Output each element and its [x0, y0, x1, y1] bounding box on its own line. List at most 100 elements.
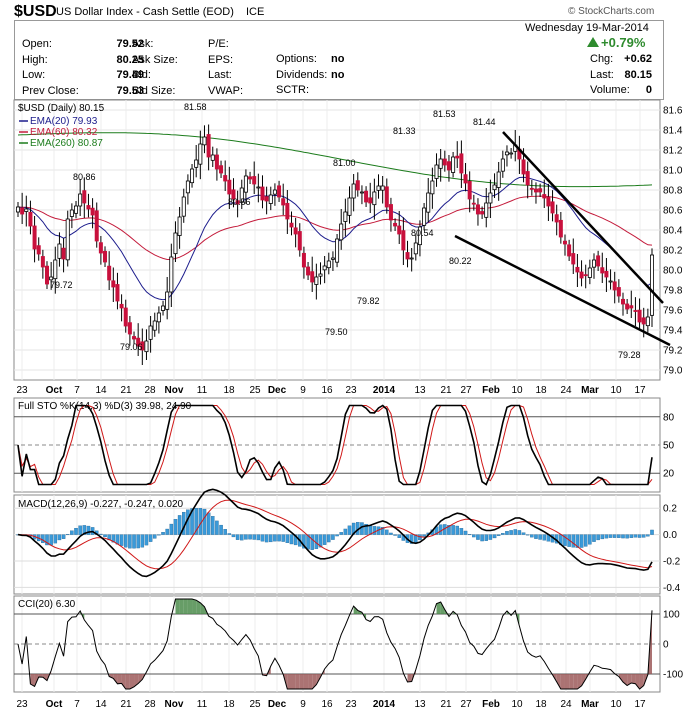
macd-histogram-bar — [219, 524, 223, 535]
candle — [405, 252, 410, 260]
macd-histogram-bar — [451, 525, 455, 535]
macd-histogram-bar — [211, 516, 215, 535]
macd-histogram-bar — [604, 534, 609, 539]
x-tick-label: 9 — [300, 385, 306, 396]
candle — [127, 322, 132, 335]
macd-histogram-bar — [583, 534, 588, 547]
candle — [132, 336, 137, 340]
x-tick-label: Oct — [46, 699, 63, 710]
candle — [633, 310, 638, 312]
quote-value: 80.25 — [116, 53, 144, 66]
macd-histogram-bar — [244, 534, 248, 540]
candle — [277, 185, 282, 198]
cci-extreme-fill — [30, 674, 35, 687]
x-tick-label: 28 — [144, 385, 156, 396]
macd-histogram-bar — [509, 530, 513, 535]
y-tick-label: 80.8 — [663, 186, 683, 197]
macd-histogram-bar — [74, 528, 78, 535]
candle — [509, 152, 514, 155]
candle — [306, 266, 311, 276]
x-tick-label: Dec — [268, 699, 287, 710]
candle — [351, 183, 356, 199]
macd-histogram-bar — [53, 534, 58, 544]
candle — [123, 307, 128, 327]
candle — [148, 325, 153, 340]
macd-histogram-bar — [455, 525, 459, 535]
x-tick-label: 27 — [460, 385, 472, 396]
macd-histogram-bar — [322, 534, 327, 545]
candle — [53, 259, 58, 280]
x-tick-label: 17 — [634, 385, 646, 396]
macd-histogram-bar — [61, 534, 66, 539]
macd-histogram-bar — [111, 534, 116, 543]
macd-histogram-bar — [339, 532, 343, 535]
macd-histogram-bar — [484, 534, 488, 541]
cci-extreme-fill — [291, 674, 296, 689]
quote-label: Prev Close: — [22, 84, 79, 97]
candle — [496, 171, 501, 188]
macd-histogram-bar — [600, 534, 605, 540]
y-tick-label: 0.2 — [663, 504, 677, 515]
candle — [103, 250, 108, 263]
quote-label: Options: — [276, 53, 317, 65]
macd-histogram-bar — [269, 534, 273, 543]
candle — [231, 189, 236, 200]
candle — [61, 247, 66, 260]
candle — [397, 225, 402, 235]
quote-label: Volume: — [590, 84, 630, 96]
price-annotation: 79.28 — [618, 350, 641, 360]
cci-extreme-fill — [175, 599, 180, 614]
candle — [86, 205, 91, 210]
macd-histogram-bar — [49, 534, 53, 546]
y-tick-label: 81.6 — [663, 106, 683, 117]
candle — [475, 204, 480, 215]
macd-histogram-bar — [302, 534, 306, 549]
candle — [248, 176, 253, 180]
macd-histogram-bar — [480, 534, 484, 542]
macd-histogram-bar — [277, 534, 281, 542]
candle — [40, 256, 45, 268]
quote-label: Low: — [22, 69, 46, 81]
macd-histogram-bar — [119, 534, 124, 546]
x-tick-label: 14 — [95, 699, 107, 710]
candle — [434, 164, 439, 179]
candle — [608, 280, 613, 283]
macd-histogram-bar — [82, 525, 87, 535]
macd-histogram-bar — [501, 533, 505, 535]
candle — [256, 186, 261, 189]
candle — [169, 256, 174, 293]
x-tick-label: 27 — [460, 699, 472, 710]
x-tick-label: 18 — [223, 699, 235, 710]
candle — [165, 291, 170, 310]
candle — [451, 156, 456, 173]
candle — [492, 184, 497, 191]
cci-extreme-fill — [109, 674, 114, 679]
quote-label: Bid Size: — [132, 84, 176, 97]
candle — [583, 274, 588, 277]
macd-histogram-bar — [347, 525, 352, 535]
cci-extreme-fill — [179, 599, 184, 614]
candle — [380, 185, 385, 191]
panel-frame — [13, 99, 661, 381]
quote-date: Wednesday 19-Mar-2014 — [525, 22, 649, 34]
y-tick-label: -0.2 — [663, 557, 681, 568]
macd-histogram-bar — [646, 534, 650, 537]
candle — [542, 194, 547, 199]
candle — [612, 281, 617, 291]
cci-extreme-fill — [121, 674, 126, 689]
candle — [500, 158, 505, 172]
candle — [604, 270, 609, 278]
quote-label: Dividends: — [276, 68, 328, 81]
candle — [596, 255, 601, 267]
cci-extreme-fill — [196, 600, 201, 614]
stoch-k-line — [17, 404, 653, 486]
macd-histogram-bar — [256, 534, 261, 541]
cci-extreme-fill — [564, 674, 570, 689]
y-tick-label: 50 — [663, 441, 675, 452]
macd-histogram-bar — [173, 519, 178, 535]
quote-value: no — [331, 53, 345, 65]
macd-histogram-bar — [128, 534, 132, 549]
y-tick-label: 100 — [663, 610, 680, 621]
macd-histogram-bar — [152, 534, 157, 539]
